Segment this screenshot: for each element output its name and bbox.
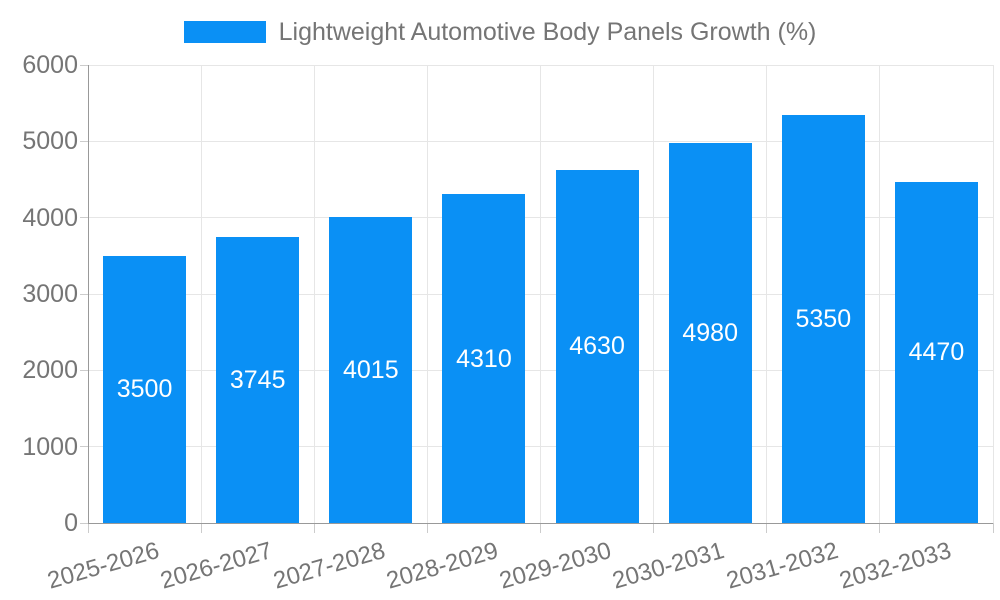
y-axis-tick-mark bbox=[80, 369, 88, 371]
x-tick-label: 2029-2030 bbox=[496, 537, 615, 595]
y-tick-label: 2000 bbox=[22, 356, 78, 385]
gridline-vertical bbox=[879, 65, 881, 523]
x-axis-tick-mark bbox=[540, 523, 541, 533]
gridline-vertical bbox=[200, 65, 202, 523]
bar[interactable] bbox=[555, 169, 639, 523]
x-tick-label: 2026-2027 bbox=[157, 537, 276, 595]
x-tick-label: 2025-2026 bbox=[44, 537, 163, 595]
x-tick-label: 2027-2028 bbox=[270, 537, 389, 595]
x-axis-tick-mark bbox=[653, 523, 655, 533]
bar[interactable] bbox=[103, 255, 187, 523]
gridline-vertical bbox=[653, 65, 655, 523]
y-axis-tick-mark bbox=[80, 140, 88, 142]
x-axis-tick-mark bbox=[200, 523, 202, 533]
y-axis-tick-mark bbox=[80, 64, 88, 66]
y-axis-line bbox=[87, 65, 89, 523]
x-axis-tick-mark bbox=[87, 523, 89, 533]
x-axis-line bbox=[88, 522, 993, 524]
y-tick-label: 6000 bbox=[22, 51, 78, 79]
y-tick-label: 0 bbox=[64, 509, 78, 537]
y-tick-label: 4000 bbox=[22, 203, 78, 232]
y-tick-label: 3000 bbox=[22, 280, 78, 308]
bar-value-label: 3500 bbox=[116, 375, 173, 404]
bar[interactable] bbox=[668, 142, 752, 523]
x-axis-tick-mark bbox=[313, 523, 315, 533]
x-axis-tick-mark bbox=[879, 523, 881, 533]
bar[interactable] bbox=[216, 237, 300, 523]
legend[interactable]: Lightweight Automotive Body Panels Growt… bbox=[0, 18, 1000, 46]
x-tick-label: 2028-2029 bbox=[383, 537, 502, 595]
y-axis-tick-mark bbox=[80, 446, 88, 448]
y-tick-label: 1000 bbox=[22, 432, 78, 461]
bar-value-label: 4470 bbox=[908, 338, 965, 367]
y-axis-tick-mark bbox=[80, 217, 88, 219]
bar-value-label: 3745 bbox=[229, 366, 286, 395]
x-tick-label: 2030-2031 bbox=[609, 537, 728, 595]
bar[interactable] bbox=[329, 216, 413, 523]
y-tick-label: 5000 bbox=[22, 127, 78, 156]
x-axis-tick-mark bbox=[992, 523, 994, 533]
bar[interactable] bbox=[894, 181, 978, 523]
gridline-vertical bbox=[992, 65, 994, 523]
gridline-vertical bbox=[313, 65, 315, 523]
x-tick-label: 2031-2032 bbox=[722, 537, 841, 595]
bar[interactable] bbox=[442, 194, 526, 523]
y-axis-tick-mark bbox=[80, 522, 88, 524]
gridline-vertical bbox=[540, 65, 541, 523]
bar-value-label: 4980 bbox=[682, 318, 738, 347]
gridline-vertical bbox=[766, 65, 768, 523]
bar-value-label: 4630 bbox=[569, 332, 625, 361]
bar-value-label: 4015 bbox=[343, 355, 399, 384]
bar[interactable] bbox=[781, 114, 865, 523]
bar-value-label: 5350 bbox=[795, 304, 852, 333]
gridline-vertical bbox=[426, 65, 428, 523]
legend-swatch bbox=[183, 21, 266, 43]
x-axis-tick-mark bbox=[766, 523, 768, 533]
x-axis-tick-mark bbox=[426, 523, 428, 533]
x-tick-label: 2032-2033 bbox=[836, 537, 954, 595]
bar-value-label: 4310 bbox=[456, 344, 512, 373]
y-axis-tick-mark bbox=[80, 293, 88, 295]
legend-label: Lightweight Automotive Body Panels Growt… bbox=[278, 18, 817, 46]
